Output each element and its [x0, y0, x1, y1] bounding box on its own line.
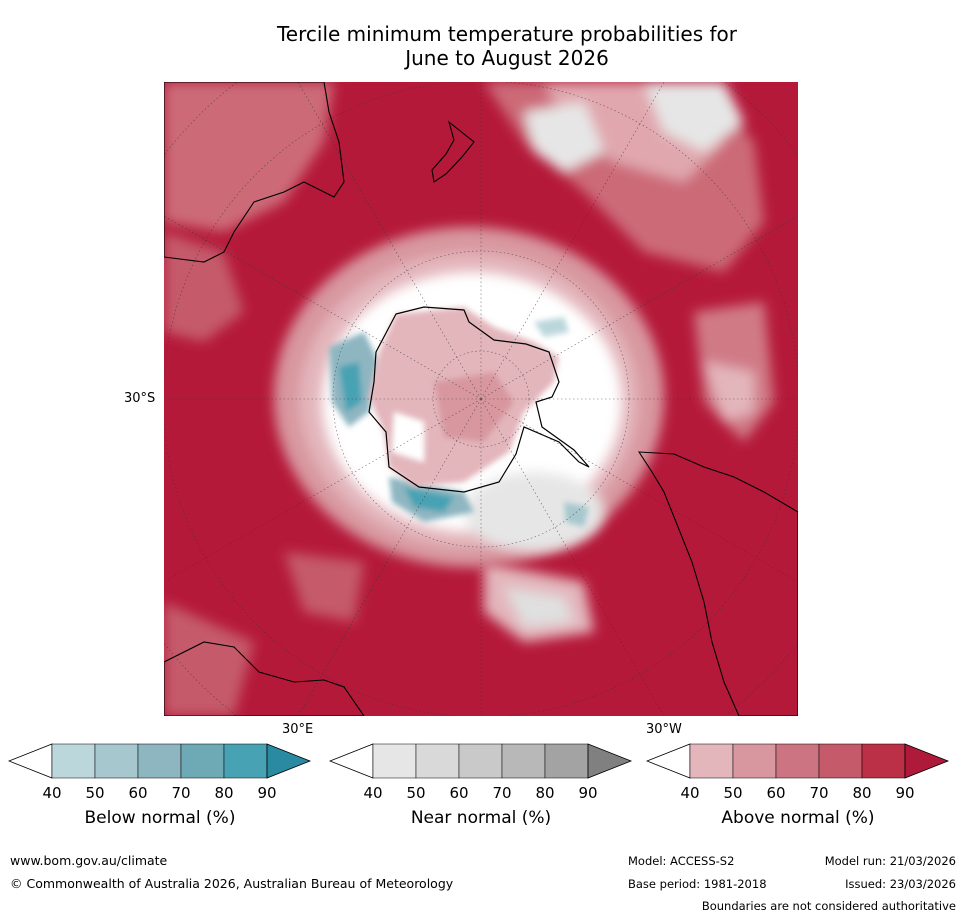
colorbar-segment	[732, 743, 777, 779]
colorbar-near-normal-title: Near normal (%)	[410, 808, 552, 828]
graticule	[164, 82, 798, 716]
australia-outline	[164, 82, 345, 263]
colorbar-segment	[94, 743, 139, 779]
colorbar-extension-high	[266, 743, 312, 779]
latitude-label: 30°S	[124, 391, 156, 406]
colorbar-extension-low	[8, 743, 53, 779]
model-run-text: Model run: 21/03/2026	[824, 854, 956, 868]
tick-label: 40	[680, 784, 700, 802]
tick-label: 90	[895, 784, 915, 802]
colorbar-segment	[501, 743, 546, 779]
website-link[interactable]: www.bom.gov.au/climate	[10, 853, 168, 868]
colorbar-segment	[775, 743, 820, 779]
colorbar-extension-low	[646, 743, 691, 779]
base-period-text: Base period: 1981-2018	[628, 877, 767, 891]
longitude-label-30e: 30°E	[282, 722, 314, 737]
disclaimer-text: Boundaries are not considered authoritat…	[701, 899, 956, 913]
new-zealand-outline	[431, 120, 475, 183]
longitude-label-30w: 30°W	[646, 722, 682, 737]
colorbar-segment	[861, 743, 906, 779]
tick-label: 50	[723, 784, 743, 802]
colorbar-segment	[818, 743, 863, 779]
africa-outline	[164, 641, 365, 716]
model-text: Model: ACCESS-S2	[628, 854, 735, 868]
colorbar-below-normal	[8, 743, 312, 779]
colorbar-segment	[689, 743, 734, 779]
tick-label: 90	[578, 784, 598, 802]
antarctica-coastline	[368, 306, 590, 493]
issued-text: Issued: 23/03/2026	[845, 877, 956, 891]
tick-label: 70	[171, 784, 191, 802]
colorbar-segment	[223, 743, 268, 779]
tick-label: 70	[492, 784, 512, 802]
chart-title: Tercile minimum temperature probabilitie…	[160, 22, 854, 70]
tick-label: 80	[852, 784, 872, 802]
colorbar-segment	[51, 743, 96, 779]
title-line-1: Tercile minimum temperature probabilitie…	[276, 22, 738, 46]
colorbar-segment	[544, 743, 589, 779]
below-normal-patches	[329, 317, 589, 527]
colorbar-below-normal-title: Below normal (%)	[84, 808, 236, 828]
tick-label: 50	[85, 784, 105, 802]
antarctica-interior	[369, 307, 559, 487]
tick-label: 50	[406, 784, 426, 802]
tick-label: 90	[257, 784, 277, 802]
tick-label: 70	[809, 784, 829, 802]
title-line-2: June to August 2026	[405, 46, 609, 70]
colorbar-above-normal-title: Above normal (%)	[721, 808, 875, 828]
colorbar-segment	[415, 743, 460, 779]
tick-label: 60	[766, 784, 786, 802]
tick-label: 40	[42, 784, 62, 802]
colorbar-extension-low	[329, 743, 374, 779]
tick-label: 60	[449, 784, 469, 802]
tick-label: 80	[214, 784, 234, 802]
tick-label: 40	[363, 784, 383, 802]
south-america-outline	[637, 451, 798, 716]
copyright-text: © Commonwealth of Australia 2026, Austra…	[10, 876, 454, 891]
colorbar-segment	[458, 743, 503, 779]
colorbar-extension-high	[587, 743, 633, 779]
tick-label: 60	[128, 784, 148, 802]
colorbar-segment	[372, 743, 417, 779]
probability-map	[164, 82, 798, 716]
colorbar-segment	[137, 743, 182, 779]
colorbar-near-normal	[329, 743, 633, 779]
tick-label: 80	[535, 784, 555, 802]
colorbar-above-normal	[646, 743, 950, 779]
colorbar-extension-high	[904, 743, 950, 779]
colorbar-segment	[180, 743, 225, 779]
